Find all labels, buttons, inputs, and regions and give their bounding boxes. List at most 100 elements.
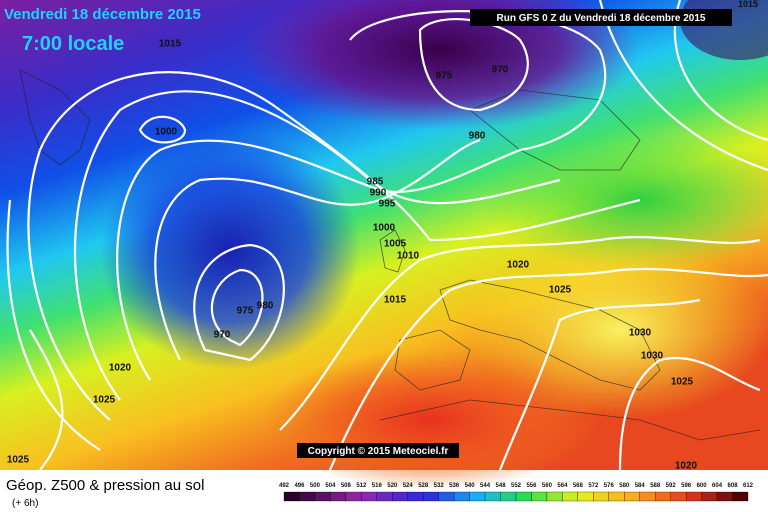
scale-label: 592 bbox=[666, 483, 677, 489]
scale-swatch bbox=[423, 491, 439, 502]
scale-label: 608 bbox=[728, 483, 739, 489]
copyright-box bbox=[297, 443, 459, 458]
isobar-label: 1015 bbox=[384, 295, 407, 306]
scale-label: 548 bbox=[496, 483, 507, 489]
scale-swatch bbox=[299, 491, 316, 502]
isobar-label: 1020 bbox=[507, 260, 530, 271]
coastlines bbox=[19, 69, 761, 441]
scale-swatch bbox=[577, 491, 594, 502]
scale-swatch bbox=[453, 491, 470, 502]
scale-label: 536 bbox=[449, 483, 460, 489]
scale-swatch bbox=[593, 491, 609, 502]
isobar-label: 1020 bbox=[675, 461, 698, 472]
isobar-label: 970 bbox=[492, 65, 509, 76]
scale-label: 504 bbox=[325, 483, 336, 489]
time: 7:00 locale bbox=[22, 33, 124, 55]
scale-label: 560 bbox=[542, 483, 553, 489]
scale-label: 584 bbox=[635, 483, 646, 489]
scale-label: 524 bbox=[403, 483, 414, 489]
scale-label: 580 bbox=[619, 483, 630, 489]
isobar-label: 1000 bbox=[155, 127, 178, 138]
isobar-label: 1025 bbox=[7, 455, 30, 466]
scale-swatch bbox=[345, 491, 362, 502]
scale-swatch bbox=[330, 491, 347, 502]
date: Vendredi 18 décembre 2015 bbox=[4, 6, 201, 23]
scale-swatch bbox=[639, 491, 656, 502]
scale-label: 604 bbox=[712, 483, 723, 489]
color-scale: 492 496 500 504 508 512 516 520 524 528 532 536 540 5… bbox=[279, 483, 754, 502]
scale-swatch bbox=[624, 491, 640, 502]
scale-swatch bbox=[438, 491, 455, 502]
scale-label: 588 bbox=[650, 483, 661, 489]
scale-swatch bbox=[283, 491, 300, 502]
isobars bbox=[6, 0, 768, 471]
scale-swatch bbox=[515, 491, 532, 502]
scale-label: 540 bbox=[465, 483, 476, 489]
isobar-label: 1005 bbox=[384, 239, 407, 250]
scale-label: 556 bbox=[526, 483, 537, 489]
scale-swatch bbox=[562, 491, 579, 502]
corner-label: 1015 bbox=[738, 0, 758, 9]
scale-label: 496 bbox=[294, 483, 305, 489]
footer-title: Géop. Z500 & pression au sol bbox=[6, 477, 204, 494]
scale-label: 532 bbox=[434, 483, 445, 489]
scale-swatch bbox=[546, 491, 563, 502]
run-box bbox=[470, 9, 732, 26]
isobar-label: 1025 bbox=[549, 285, 572, 296]
scale-label: 508 bbox=[341, 483, 352, 489]
scale-swatch bbox=[361, 491, 377, 502]
scale-swatch bbox=[701, 491, 718, 502]
scale-swatch bbox=[314, 491, 331, 502]
isobar-label: 1020 bbox=[109, 363, 132, 374]
isobar-label: 980 bbox=[469, 131, 486, 142]
scale-label: 528 bbox=[418, 483, 429, 489]
scale-swatch bbox=[608, 491, 625, 502]
isobar-label: 1015 bbox=[159, 39, 182, 50]
isobar-label: 1025 bbox=[671, 377, 694, 388]
isobar-label: 975 bbox=[436, 71, 453, 82]
scale-swatch bbox=[531, 491, 548, 502]
scale-label: 612 bbox=[743, 483, 754, 489]
scale-label: 512 bbox=[356, 483, 367, 489]
scale-label: 552 bbox=[511, 483, 522, 489]
footer-step: (+ 6h) bbox=[12, 498, 38, 509]
isobar-label: 980 bbox=[257, 301, 274, 312]
scale-label: 500 bbox=[310, 483, 321, 489]
scale-swatch bbox=[392, 491, 408, 502]
scale-swatch bbox=[407, 491, 424, 502]
scale-swatch bbox=[469, 491, 486, 502]
isobar-label: 975 bbox=[237, 306, 254, 317]
isobar-label: 1025 bbox=[93, 395, 116, 406]
isobar-label: 1010 bbox=[397, 251, 420, 262]
scale-label: 596 bbox=[681, 483, 692, 489]
isobar-label: 1030 bbox=[641, 351, 664, 362]
scale-swatch bbox=[732, 491, 749, 502]
scale-swatch bbox=[376, 491, 393, 502]
scale-swatch bbox=[655, 491, 671, 502]
scale-label: 576 bbox=[604, 483, 615, 489]
scale-label: 600 bbox=[697, 483, 708, 489]
scale-label: 516 bbox=[372, 483, 383, 489]
scale-label: 492 bbox=[279, 483, 290, 489]
isobar-label: 995 bbox=[379, 199, 396, 210]
copyright: Copyright © 2015 Meteociel.fr bbox=[308, 446, 449, 457]
map-field bbox=[0, 0, 768, 490]
scale-swatch bbox=[500, 491, 517, 502]
scale-swatch bbox=[685, 491, 702, 502]
isobar-label: 990 bbox=[370, 188, 387, 199]
scale-swatch bbox=[670, 491, 687, 502]
scale-label: 572 bbox=[588, 483, 599, 489]
scale-label: 564 bbox=[557, 483, 568, 489]
isobar-label: 1000 bbox=[373, 223, 396, 234]
isobar-label: 970 bbox=[214, 330, 231, 341]
scale-label: 544 bbox=[480, 483, 491, 489]
isobar-label: 985 bbox=[367, 177, 384, 188]
run-info: Run GFS 0 Z du Vendredi 18 décembre 2015 bbox=[497, 13, 706, 24]
scale-label: 520 bbox=[387, 483, 398, 489]
scale-swatch bbox=[484, 491, 501, 502]
scale-swatch bbox=[716, 491, 733, 502]
isobar-label: 1030 bbox=[629, 328, 652, 339]
